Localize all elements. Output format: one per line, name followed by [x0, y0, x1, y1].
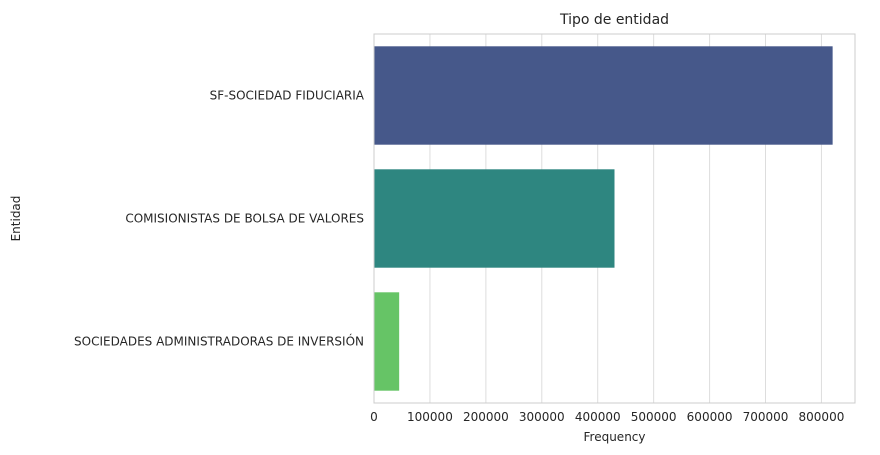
x-tick-label: 800000 [799, 410, 845, 424]
y-category-label: SF-SOCIEDAD FIDUCIARIA [210, 89, 365, 103]
bar [374, 169, 615, 268]
y-axis-category-labels: SF-SOCIEDAD FIDUCIARIA COMISIONISTAS DE B… [74, 89, 365, 349]
chart-title: Tipo de entidad [559, 12, 669, 28]
y-category-label: COMISIONISTAS DE BOLSA DE VALORES [125, 212, 364, 226]
x-tick-label: 300000 [519, 410, 565, 424]
bars [374, 46, 833, 391]
y-category-label: SOCIEDADES ADMINISTRADORAS DE INVERSIÓN [74, 334, 364, 349]
bar [374, 46, 833, 145]
y-axis-label: Entidad [9, 196, 23, 242]
x-tick-label: 200000 [463, 410, 509, 424]
x-tick-label: 700000 [743, 410, 789, 424]
plot-frame [373, 33, 856, 404]
x-tick-label: 400000 [575, 410, 621, 424]
x-tick-label: 100000 [407, 410, 453, 424]
x-axis-label: Frequency [584, 430, 646, 444]
x-tick-label: 500000 [631, 410, 677, 424]
x-tick-label: 0 [370, 410, 378, 424]
x-tick-label: 600000 [687, 410, 733, 424]
x-axis-ticks: 0 100000 200000 300000 400000 500000 600000 700… [370, 410, 844, 424]
bar [374, 292, 400, 391]
